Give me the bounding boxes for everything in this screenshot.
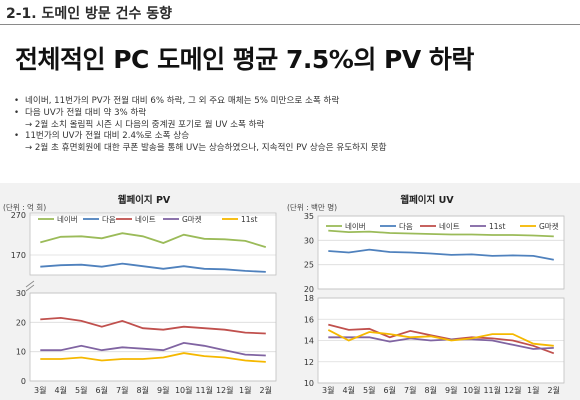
pv-y-tick-label: 30 [16,289,26,298]
pv-legend-label: 네이트 [135,214,156,224]
bullet-text: 11번가의 UV가 전월 대비 2.4%로 소폭 상승 [25,131,190,142]
pv-series-line-3 [40,341,266,357]
uv-x-tick-label: 11월 [483,385,501,395]
page-title: 전체적인 PC 도메인 평균 7.5%의 PV 하락 [15,45,474,74]
pv-y-tick-label: 170 [11,251,26,260]
uv-y-tick-label: 16 [304,315,314,324]
pv-chart: 270 170 0 10 20 30 3월 4월 5월 6월 7월 8월 9월 10월 11월 12월 1월 2월… [11,211,277,395]
uv-series-line-4 [327,329,554,347]
bullet-text: 네이버, 11번가의 PV가 전월 대비 6% 하락, 그 외 주요 매체는 5… [25,96,340,106]
bullet-item: • 네이버, 11번가의 PV가 전월 대비 6% 하락, 그 외 주요 매체는 … [14,96,574,108]
pv-upper-frame [29,212,277,276]
pv-legend-label: G마켓 [182,214,202,224]
uv-legend-label: 네이트 [439,221,460,231]
pv-y-tick-label: 0 [21,377,26,386]
uv-unit-label: (단위 : 백만 명) [287,203,338,212]
pv-series-line-2 [40,316,266,335]
bullet-text: → 2월 소치 올림픽 시즌 시 다음의 중계권 포기로 월 UV 소폭 하락 [25,119,265,130]
pv-y-tick-label: 270 [11,211,26,220]
pv-x-tick-label: 6월 [96,385,108,395]
bullet-text: 다음 UV가 전월 대비 약 3% 하락 [25,107,147,118]
uv-upper-plot-bg [318,216,564,289]
uv-y-tick-label: 35 [304,212,314,221]
pv-x-tick-label: 4월 [55,385,67,395]
pv-x-tick-label: 9월 [157,385,169,395]
pv-y-tick-label: 20 [16,318,26,327]
pv-series-line-1 [40,262,266,273]
bullet-mark: • [14,131,20,142]
uv-x-tick-label: 1월 [527,385,539,395]
pv-x-tick-label: 12월 [216,385,234,395]
uv-chart-title: 웹페이지 UV [400,195,454,206]
uv-series-line-0 [328,229,554,238]
pv-chart-title: 웹페이지 PV [117,195,171,206]
uv-x-tick-label: 12월 [504,385,522,395]
pv-legend-label: 네이버 [57,214,78,224]
uv-x-tick-label: 9월 [445,385,457,395]
uv-y-tick-label: 12 [304,358,314,367]
bullet-subitem: → 2월 소치 올림픽 시즌 시 다음의 중계권 포기로 월 UV 소폭 하락 [14,120,574,132]
pv-lower-frame [29,292,277,382]
uv-legend-label: 네이버 [345,221,366,231]
pv-x-tick-label: 5월 [75,385,87,395]
bullet-text: → 2월 초 휴면회원에 대한 쿠폰 발송을 통해 UV는 상승하였으나, 지속… [25,143,387,154]
pv-x-tick-label: 1월 [239,385,251,395]
uv-legend-label: 다음 [399,222,413,231]
pv-x-tick-label: 7월 [116,385,128,395]
uv-x-tick-label: 8월 [425,385,437,395]
uv-y-tick-label: 14 [304,337,314,346]
pv-x-tick-label: 3월 [34,385,46,395]
uv-lower-frame [317,297,565,384]
pv-x-tick-label: 2월 [260,385,272,395]
uv-y-tick-label: 25 [304,261,314,270]
uv-x-tick-label: 6월 [384,385,396,395]
pv-series-line-4 [40,352,266,363]
pv-legend-label: 다음 [102,215,116,224]
uv-y-tick-label: 30 [304,236,314,245]
section-title: 2-1. 도메인 방문 건수 동향 [6,6,173,22]
pv-y-tick-label: 10 [16,348,26,357]
pv-x-tick-label: 8월 [137,385,149,395]
uv-upper-frame [317,215,565,290]
uv-y-tick-label: 20 [304,285,314,294]
uv-x-tick-label: 3월 [322,385,334,395]
uv-y-tick-label: 10 [304,379,314,388]
pv-series-line-0 [40,232,267,248]
uv-x-tick-label: 2월 [548,385,560,395]
pv-lower-plot-bg [30,293,276,381]
uv-legend-label: G마켓 [539,221,559,231]
uv-series-line-3 [328,336,554,350]
uv-legend-label: 11st [489,222,505,231]
uv-x-tick-label: 5월 [363,385,375,395]
bullet-mark: • [14,107,20,118]
pv-legend-label: 11st [241,215,257,224]
uv-series-line-1 [328,248,554,261]
bullet-subitem: → 2월 초 휴면회원에 대한 쿠폰 발송을 통해 UV는 상승하였으나, 지속… [14,143,574,155]
bullet-item: • 11번가의 UV가 전월 대비 2.4%로 소폭 상승 [14,131,574,143]
uv-y-tick-label: 18 [304,294,314,303]
bullet-mark: • [14,96,20,106]
header-divider [0,24,580,25]
pv-axis-break-mark [25,280,35,292]
pv-x-tick-label: 11월 [195,385,213,395]
bullet-item: • 다음 UV가 전월 대비 약 3% 하락 [14,108,574,120]
uv-x-tick-label: 4월 [343,385,355,395]
uv-x-tick-label: 10월 [463,385,481,395]
uv-x-tick-label: 7월 [404,385,416,395]
pv-unit-label: (단위 : 억 회) [3,203,47,212]
bullet-list: • 네이버, 11번가의 PV가 전월 대비 6% 하락, 그 외 주요 매체는 … [14,96,574,155]
uv-chart: 20 25 30 35 10 12 14 16 18 3월 4월 5월 6월 7월 8월 9월 10월 11월 12… [304,212,565,395]
uv-series-line-2 [328,323,555,355]
pv-x-tick-label: 10월 [175,385,193,395]
